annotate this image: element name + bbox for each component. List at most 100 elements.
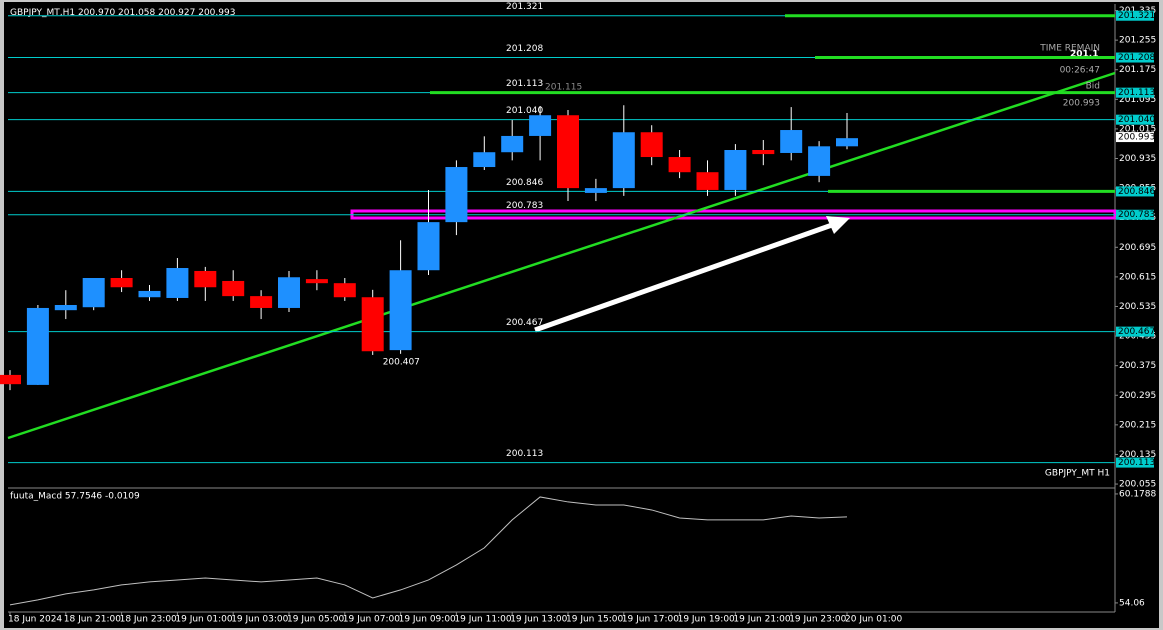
x-tick-label: 18 Jun 21:00 bbox=[64, 615, 121, 625]
candle-body bbox=[166, 268, 189, 298]
y-tick-label: 200.135 bbox=[1119, 450, 1156, 460]
price-label: 200.993 bbox=[1118, 133, 1155, 143]
low-label: 200.407 bbox=[383, 357, 420, 367]
level-box-label: 200.846 bbox=[1118, 187, 1155, 197]
level-box bbox=[1116, 326, 1154, 337]
y-tick-label: 201.095 bbox=[1119, 95, 1156, 105]
candle-body bbox=[640, 132, 663, 158]
level-text: 200.783 bbox=[506, 201, 543, 211]
macd-tick-label: 60.1788 bbox=[1119, 489, 1156, 499]
candle-body bbox=[557, 115, 579, 189]
macd-tick-label: 54.06 bbox=[1119, 598, 1145, 608]
x-tick-label: 19 Jun 17:00 bbox=[622, 615, 679, 625]
candle-body bbox=[194, 270, 217, 288]
candle-body bbox=[417, 222, 440, 271]
open-price: 200.970 bbox=[78, 8, 115, 18]
candle-body bbox=[54, 305, 77, 311]
x-tick-label: 19 Jun 13:00 bbox=[510, 615, 567, 625]
level-text: 201.113 bbox=[506, 79, 543, 89]
level-text: 201.040 bbox=[506, 106, 543, 116]
arrow-head bbox=[826, 216, 850, 234]
candle-body bbox=[361, 297, 384, 352]
bid-label: Bid bbox=[1086, 82, 1100, 92]
candle-body bbox=[305, 279, 328, 284]
y-tick-label: 201.255 bbox=[1119, 36, 1156, 46]
candle-body bbox=[278, 277, 300, 308]
y-tick-label: 201.015 bbox=[1119, 124, 1156, 134]
level-box-label: 201.208 bbox=[1118, 53, 1155, 63]
level-box bbox=[1116, 114, 1154, 125]
timer-time: 00:26:47 bbox=[1060, 66, 1100, 76]
level-box bbox=[1116, 186, 1154, 197]
level-box bbox=[1116, 87, 1154, 98]
macd-line bbox=[9, 496, 848, 606]
candle-body bbox=[780, 130, 803, 153]
candle-body bbox=[752, 150, 775, 155]
arrow bbox=[534, 222, 833, 333]
candle-body bbox=[138, 290, 161, 298]
chart-header: GBPJPY_MT,H1 200.970 201.058 200.927 200… bbox=[10, 8, 235, 18]
x-tick-label: 18 Jun 2024 bbox=[8, 615, 62, 625]
close-price: 200.993 bbox=[198, 8, 235, 18]
level-text: 200.846 bbox=[506, 178, 543, 188]
level-text: 200.113 bbox=[506, 449, 543, 459]
timer-title: TIME REMAIN bbox=[1039, 44, 1100, 54]
candle-body bbox=[110, 277, 133, 288]
candle-body bbox=[26, 307, 49, 385]
candle-body bbox=[584, 188, 607, 193]
x-tick-label: 19 Jun 11:00 bbox=[454, 615, 511, 625]
level-box-label: 201.040 bbox=[1118, 115, 1155, 125]
candle-body bbox=[836, 138, 858, 147]
x-tick-label: 18 Jun 23:00 bbox=[120, 615, 177, 625]
y-tick-label: 200.375 bbox=[1119, 361, 1156, 371]
y-tick-label: 200.055 bbox=[1119, 480, 1156, 490]
x-tick-label: 19 Jun 01:00 bbox=[175, 615, 232, 625]
y-tick-label: 200.535 bbox=[1119, 302, 1156, 312]
low-price: 200.927 bbox=[158, 8, 195, 18]
candle-body bbox=[529, 115, 552, 136]
candle-body bbox=[333, 283, 356, 298]
x-tick-label: 19 Jun 09:00 bbox=[399, 615, 456, 625]
level-text: 201.208 bbox=[506, 44, 543, 54]
x-tick-label: 19 Jun 23:00 bbox=[789, 615, 846, 625]
price-box bbox=[1116, 132, 1154, 143]
high-price: 201.058 bbox=[118, 8, 155, 18]
x-tick-label: 19 Jun 05:00 bbox=[287, 615, 344, 625]
y-tick-label: 201.175 bbox=[1119, 65, 1156, 75]
level-box-label: 200.467 bbox=[1118, 327, 1155, 337]
x-tick-label: 19 Jun 07:00 bbox=[343, 615, 400, 625]
x-tick-label: 19 Jun 15:00 bbox=[566, 615, 623, 625]
candle-body bbox=[389, 270, 412, 351]
y-tick-label: 200.295 bbox=[1119, 391, 1156, 401]
level-box bbox=[1116, 209, 1154, 220]
candle-body bbox=[808, 146, 831, 176]
candle-body bbox=[0, 374, 21, 385]
bid-value: 200.993 bbox=[1063, 99, 1100, 109]
candle-body bbox=[668, 157, 691, 173]
trend-line bbox=[7, 71, 1116, 440]
macd-title: fuuta_Macd 57.7546 -0.0109 bbox=[10, 492, 140, 502]
faint-label: 201.115 bbox=[545, 83, 582, 93]
level-text: 200.467 bbox=[506, 318, 543, 328]
candle-body bbox=[696, 172, 719, 190]
y-tick-label: 200.615 bbox=[1119, 272, 1156, 282]
level-box bbox=[1116, 457, 1154, 468]
level-box bbox=[1116, 52, 1154, 63]
candle-body bbox=[473, 152, 496, 168]
candle-body bbox=[724, 150, 747, 190]
candle-body bbox=[445, 167, 468, 223]
level-box-label: 201.321 bbox=[1118, 11, 1155, 21]
level-text: 201.321 bbox=[506, 2, 543, 12]
level-box-label: 201.113 bbox=[1118, 88, 1155, 98]
y-tick-label: 200.695 bbox=[1119, 243, 1156, 253]
x-tick-label: 19 Jun 03:00 bbox=[231, 615, 288, 625]
x-tick-label: 19 Jun 19:00 bbox=[678, 615, 735, 625]
partial-price: 201.1 bbox=[1070, 50, 1098, 60]
watermark: GBPJPY_MT H1 bbox=[1045, 469, 1110, 479]
y-tick-label: 200.935 bbox=[1119, 154, 1156, 164]
candle-body bbox=[501, 135, 524, 153]
candle-body bbox=[82, 277, 105, 308]
level-box-label: 200.113 bbox=[1118, 458, 1155, 468]
candle-body bbox=[612, 132, 635, 189]
